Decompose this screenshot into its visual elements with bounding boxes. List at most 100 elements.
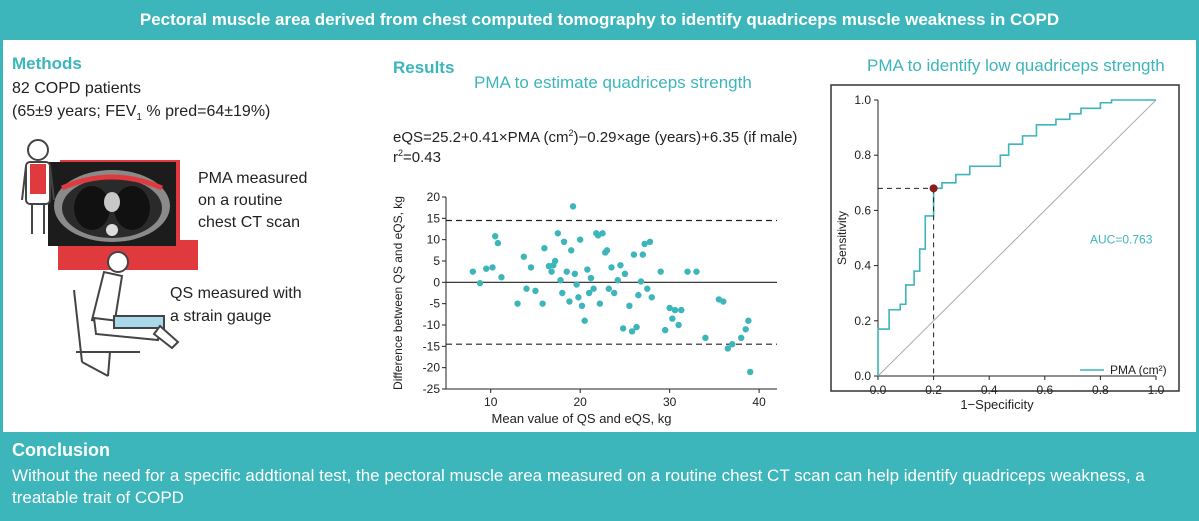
data-point	[541, 245, 548, 252]
y-tick-label: 0.4	[854, 259, 871, 273]
data-point	[476, 279, 484, 287]
data-point	[571, 270, 579, 277]
y-tick-label: 0.8	[854, 148, 871, 162]
data-point	[527, 264, 535, 271]
x-tick-label: 10	[484, 395, 498, 409]
roc-plot-frame	[830, 84, 1180, 392]
y-tick-label: -5	[429, 297, 440, 311]
y-tick-label: 0	[433, 275, 440, 289]
data-point	[587, 274, 595, 282]
data-point	[646, 238, 654, 245]
data-point	[575, 294, 582, 301]
data-point	[702, 334, 709, 341]
data-point	[492, 233, 499, 240]
results-title: Results	[393, 58, 455, 77]
data-point	[648, 294, 655, 301]
data-point	[637, 278, 645, 285]
data-point	[494, 239, 502, 247]
reference-diagonal-line	[877, 99, 1157, 377]
conclusion-panel: Conclusion Without the need for a specif…	[0, 432, 1199, 521]
data-point	[585, 289, 593, 297]
ct-scan-image	[48, 162, 176, 246]
roc-section-title: PMA to identify low quadriceps strength	[867, 56, 1165, 75]
y-axis-label: Difference between QS and eQS, kg	[391, 196, 405, 390]
x-tick-label: 20	[574, 395, 588, 409]
data-point	[559, 289, 566, 297]
data-point	[635, 291, 642, 299]
data-point	[675, 321, 682, 329]
data-point	[671, 306, 679, 314]
data-point	[641, 240, 648, 248]
y-tick-label: -15	[423, 339, 441, 353]
poster-title: Pectoral muscle area derived from chest …	[0, 0, 1199, 40]
data-point	[617, 262, 624, 269]
data-point	[551, 257, 559, 265]
y-tick-label: 5	[433, 254, 440, 268]
data-point	[489, 264, 496, 271]
data-point	[661, 326, 669, 334]
y-tick-label: -10	[423, 318, 441, 332]
data-point	[610, 289, 618, 297]
data-point	[628, 328, 636, 335]
data-point	[684, 268, 691, 275]
data-point	[557, 277, 564, 284]
data-point	[560, 238, 568, 245]
data-point	[608, 264, 615, 271]
conclusion-text: Without the need for a specific addtiona…	[12, 466, 1145, 507]
y-tick-label: 0.2	[854, 314, 871, 328]
data-point	[693, 268, 700, 275]
data-point	[621, 270, 629, 277]
data-point	[678, 306, 685, 314]
data-point	[605, 285, 613, 292]
y-tick-label: -20	[423, 361, 441, 375]
patient-count: 82 COPD patients	[12, 80, 141, 97]
data-point	[745, 317, 752, 324]
regression-equation: eQS=25.2+0.41×PMA (cm2)−0.29×age (years)…	[393, 128, 798, 146]
x-tick-label: 0.4	[981, 383, 998, 397]
data-point	[581, 317, 588, 324]
data-point	[614, 277, 621, 284]
data-point	[626, 302, 633, 309]
data-point	[666, 304, 673, 312]
y-tick-label: 0.6	[854, 203, 871, 217]
x-tick-label: 30	[663, 395, 677, 409]
data-point	[568, 247, 575, 254]
data-point	[596, 300, 604, 307]
data-point	[742, 326, 749, 333]
data-point	[532, 287, 539, 295]
data-point	[569, 203, 577, 210]
data-point	[563, 268, 570, 275]
pma-description: PMA measured on a routine chest CT scan	[198, 170, 308, 231]
x-tick-label: 0.8	[1092, 383, 1109, 397]
conclusion-title: Conclusion	[12, 440, 110, 460]
data-point	[576, 236, 584, 243]
data-point	[603, 247, 611, 254]
x-tick-label: 1.0	[1148, 383, 1165, 397]
data-point	[738, 334, 745, 341]
data-point	[548, 268, 555, 275]
x-tick-label: 0.2	[925, 383, 942, 397]
patient-figure-standing	[21, 139, 55, 234]
data-point	[724, 345, 731, 352]
x-axis-label: Mean value of QS and eQS, kg	[492, 411, 672, 426]
data-point	[630, 251, 638, 258]
data-point	[633, 323, 640, 331]
r-squared: r2=0.43	[393, 148, 441, 166]
methods-title: Methods	[12, 54, 82, 73]
y-tick-label: 15	[427, 211, 441, 225]
y-tick-label: 0.0	[854, 369, 871, 383]
data-point	[520, 253, 528, 260]
y-axis-label: Sensitivity	[835, 211, 849, 265]
y-tick-label: 1.0	[854, 93, 871, 107]
roc-curve-chart: 0.0 0.2 0.4 0.6 0.8 1.0 0.0 0.2 0.4 0.6 0.8 1.0 AUC=…	[830, 84, 1180, 412]
y-tick-label: -25	[423, 382, 441, 396]
x-tick-label: 40	[752, 395, 766, 409]
data-point	[539, 300, 546, 307]
data-point	[554, 230, 562, 237]
methods-illustration	[21, 139, 198, 377]
data-point	[720, 298, 727, 305]
data-point	[584, 266, 591, 273]
bland-altman-plot: -25 -20 -15 -10 -5 0 5 10 15 20 10 20 30 40 Mean value…	[391, 190, 777, 426]
legend-label: PMA (cm²)	[1110, 363, 1167, 377]
data-point	[566, 298, 573, 305]
